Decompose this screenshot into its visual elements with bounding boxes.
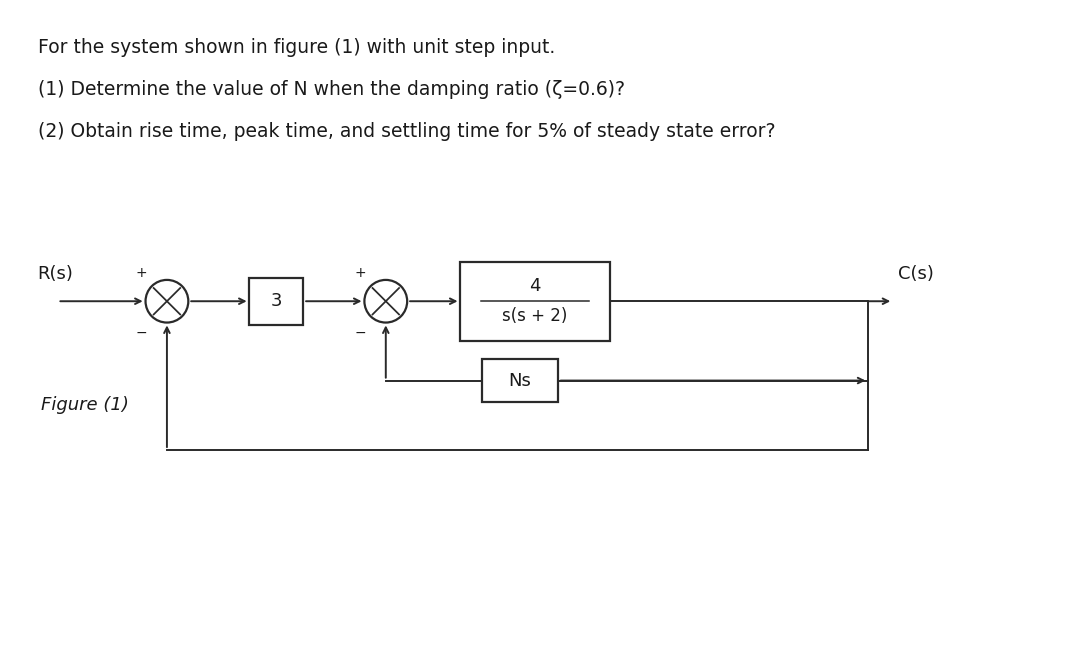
- FancyBboxPatch shape: [249, 278, 303, 325]
- Text: (2) Obtain rise time, peak time, and settling time for 5% of steady state error?: (2) Obtain rise time, peak time, and set…: [38, 122, 775, 141]
- Text: (1) Determine the value of N when the damping ratio (ζ=0.6)?: (1) Determine the value of N when the da…: [38, 80, 624, 99]
- Text: Ns: Ns: [509, 371, 531, 390]
- Text: +: +: [136, 266, 148, 280]
- Text: For the system shown in figure (1) with unit step input.: For the system shown in figure (1) with …: [38, 39, 555, 58]
- Text: s(s + 2): s(s + 2): [502, 307, 568, 325]
- Text: −: −: [355, 325, 367, 339]
- Text: C(s): C(s): [898, 266, 934, 283]
- Circle shape: [146, 280, 189, 323]
- FancyBboxPatch shape: [482, 359, 558, 402]
- Text: −: −: [136, 325, 148, 339]
- Circle shape: [364, 280, 407, 323]
- Text: R(s): R(s): [38, 266, 73, 283]
- Text: +: +: [355, 266, 367, 280]
- FancyBboxPatch shape: [460, 262, 610, 341]
- Text: Figure (1): Figure (1): [41, 396, 128, 415]
- Text: 4: 4: [529, 277, 541, 295]
- Text: 3: 3: [271, 292, 282, 310]
